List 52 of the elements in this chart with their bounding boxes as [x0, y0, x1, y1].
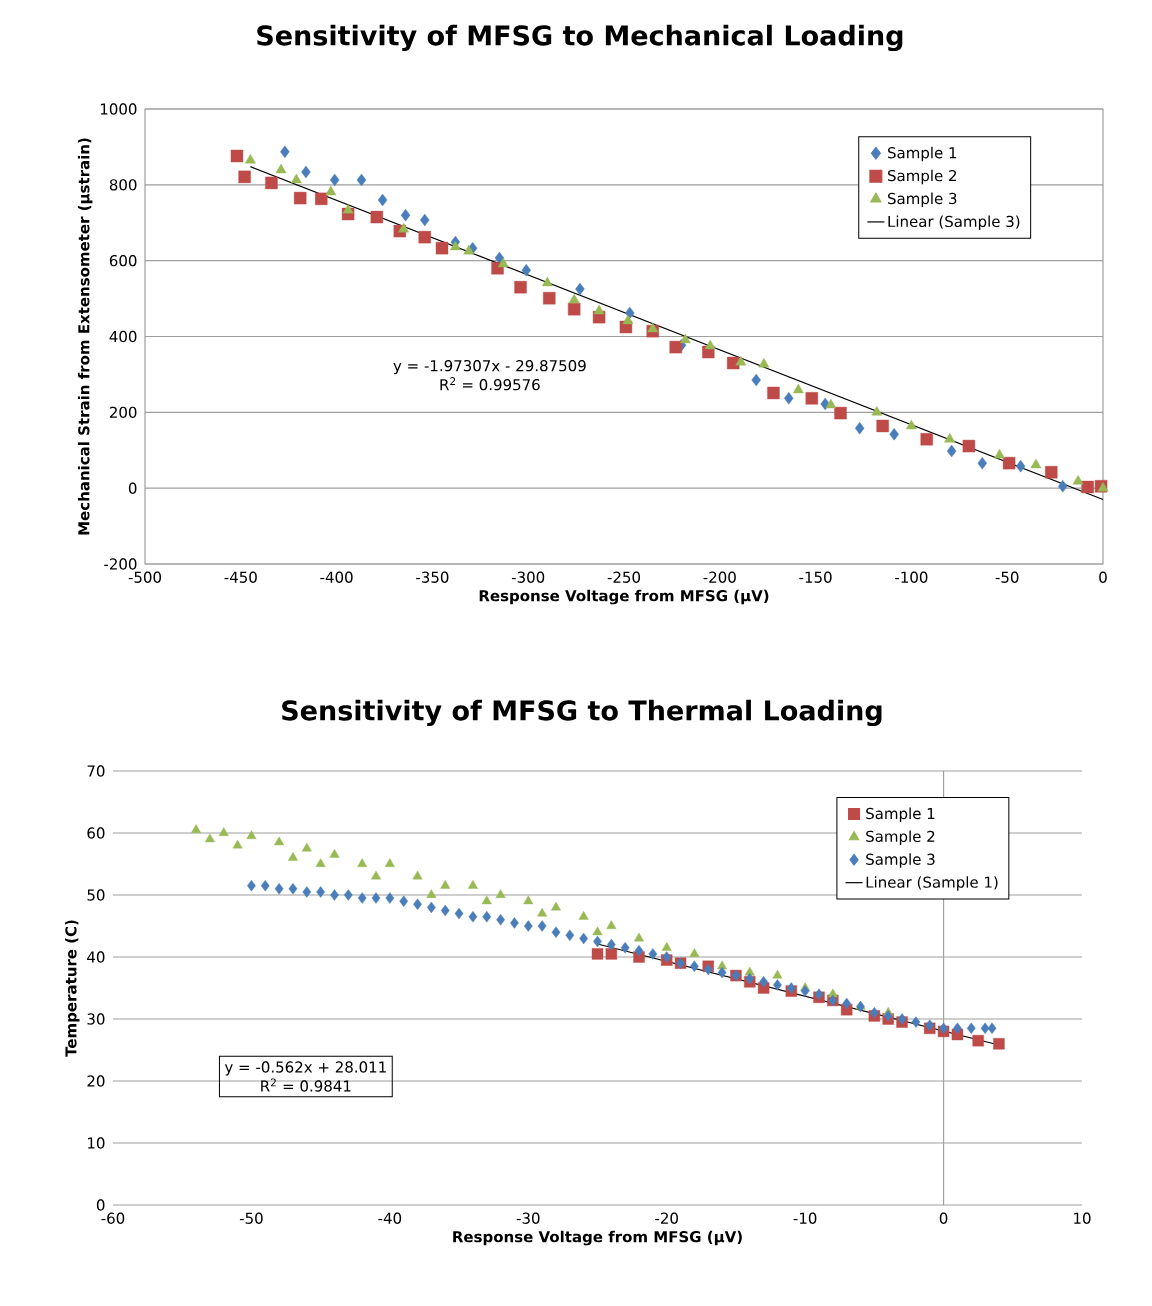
x-tick-label: 0 [1099, 571, 1107, 583]
x-tick-label: -10 [793, 1212, 817, 1224]
chart-title: Sensitivity of MFSG to Thermal Loading [282, 699, 882, 727]
legend-label: Sample 1 [888, 146, 957, 162]
x-tick-label: -150 [799, 571, 832, 583]
y-tick-label: 200 [109, 406, 137, 418]
x-tick-label: -30 [516, 1212, 540, 1224]
y-tick-label: 400 [109, 330, 137, 343]
y-tick-label: 1000 [100, 103, 137, 115]
x-tick-label: -50 [239, 1212, 263, 1224]
legend-label: Sample 3 [888, 192, 957, 208]
y-tick-label: 0 [96, 1199, 105, 1211]
y-tick-label: -200 [104, 558, 137, 570]
x-axis-title: Response Voltage from MFSG (µV) [453, 1230, 742, 1246]
x-tick-label: -60 [101, 1212, 125, 1224]
y-tick-label: 40 [87, 951, 105, 963]
x-tick-label: -50 [995, 571, 1019, 583]
legend-label: Sample 3 [866, 853, 935, 868]
x-tick-label: -450 [224, 571, 257, 583]
y-tick-label: 50 [87, 889, 105, 901]
y-tick-label: 800 [109, 179, 137, 191]
x-axis-title: Response Voltage from MFSG (µV) [479, 589, 769, 605]
x-tick-label: -200 [703, 571, 736, 583]
x-tick-label: 10 [1074, 1212, 1091, 1224]
annotation: R$^{2}$ = 0.9841 [261, 1078, 351, 1092]
legend-label: Sample 2 [888, 169, 957, 185]
legend-label: Linear (Sample 1) [866, 876, 998, 891]
y-tick-label: 30 [87, 1013, 105, 1025]
chart-title: Sensitivity of MFSG to Mechanical Loading [257, 24, 903, 52]
annotation: y = -1.97307x - 29.87509 [393, 359, 586, 375]
x-tick-label: -500 [128, 571, 162, 583]
y-tick-label: 70 [87, 765, 105, 777]
y-axis-title: Temperature (C) [65, 920, 80, 1057]
x-tick-label: -40 [378, 1212, 402, 1224]
y-tick-label: 0 [128, 482, 137, 494]
x-tick-label: -20 [655, 1212, 678, 1224]
x-tick-label: -250 [607, 571, 641, 583]
x-tick-label: -100 [895, 571, 928, 583]
annotation: R$^{2}$ = 0.99576 [440, 377, 540, 391]
y-tick-label: 20 [87, 1075, 105, 1087]
y-tick-label: 600 [109, 254, 137, 267]
legend-label: Sample 2 [866, 830, 935, 845]
y-axis-title: Mechanical Strain from Extensometer (µstrain) [77, 138, 93, 535]
y-tick-label: 60 [87, 827, 105, 839]
x-tick-label: -350 [416, 571, 449, 583]
x-tick-label: -400 [320, 571, 353, 583]
legend-label: Linear (Sample 3) [888, 215, 1020, 230]
y-tick-label: 10 [88, 1137, 105, 1149]
annotation: y = -0.562x + 28.011 [224, 1061, 386, 1076]
legend-label: Sample 1 [866, 807, 935, 823]
x-tick-label: 0 [939, 1212, 948, 1224]
x-tick-label: -300 [511, 571, 545, 583]
